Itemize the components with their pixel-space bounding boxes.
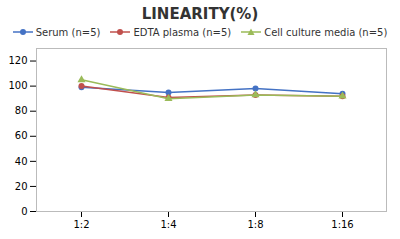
svg-text:1:4: 1:4 (160, 219, 176, 230)
svg-text:1:16: 1:16 (331, 219, 353, 230)
svg-text:0: 0 (21, 206, 27, 217)
svg-text:1:8: 1:8 (247, 219, 263, 230)
html-text:EDTA plasma (n=5): EDTA plasma (n=5) (133, 26, 232, 38)
svg-text:40: 40 (15, 156, 28, 167)
svg-text:100: 100 (8, 80, 27, 91)
svg-text:80: 80 (15, 105, 28, 116)
svg-text:60: 60 (15, 130, 28, 141)
svg-text:120: 120 (8, 55, 27, 66)
svg-text:20: 20 (15, 181, 28, 192)
svg-text:1:2: 1:2 (73, 219, 89, 230)
html-text:Serum (n=5): Serum (n=5) (35, 26, 101, 38)
html-text:Cell culture media (n=5): Cell culture media (n=5) (264, 26, 388, 38)
html-text:LINEARITY(%): LINEARITY(%) (141, 5, 259, 23)
